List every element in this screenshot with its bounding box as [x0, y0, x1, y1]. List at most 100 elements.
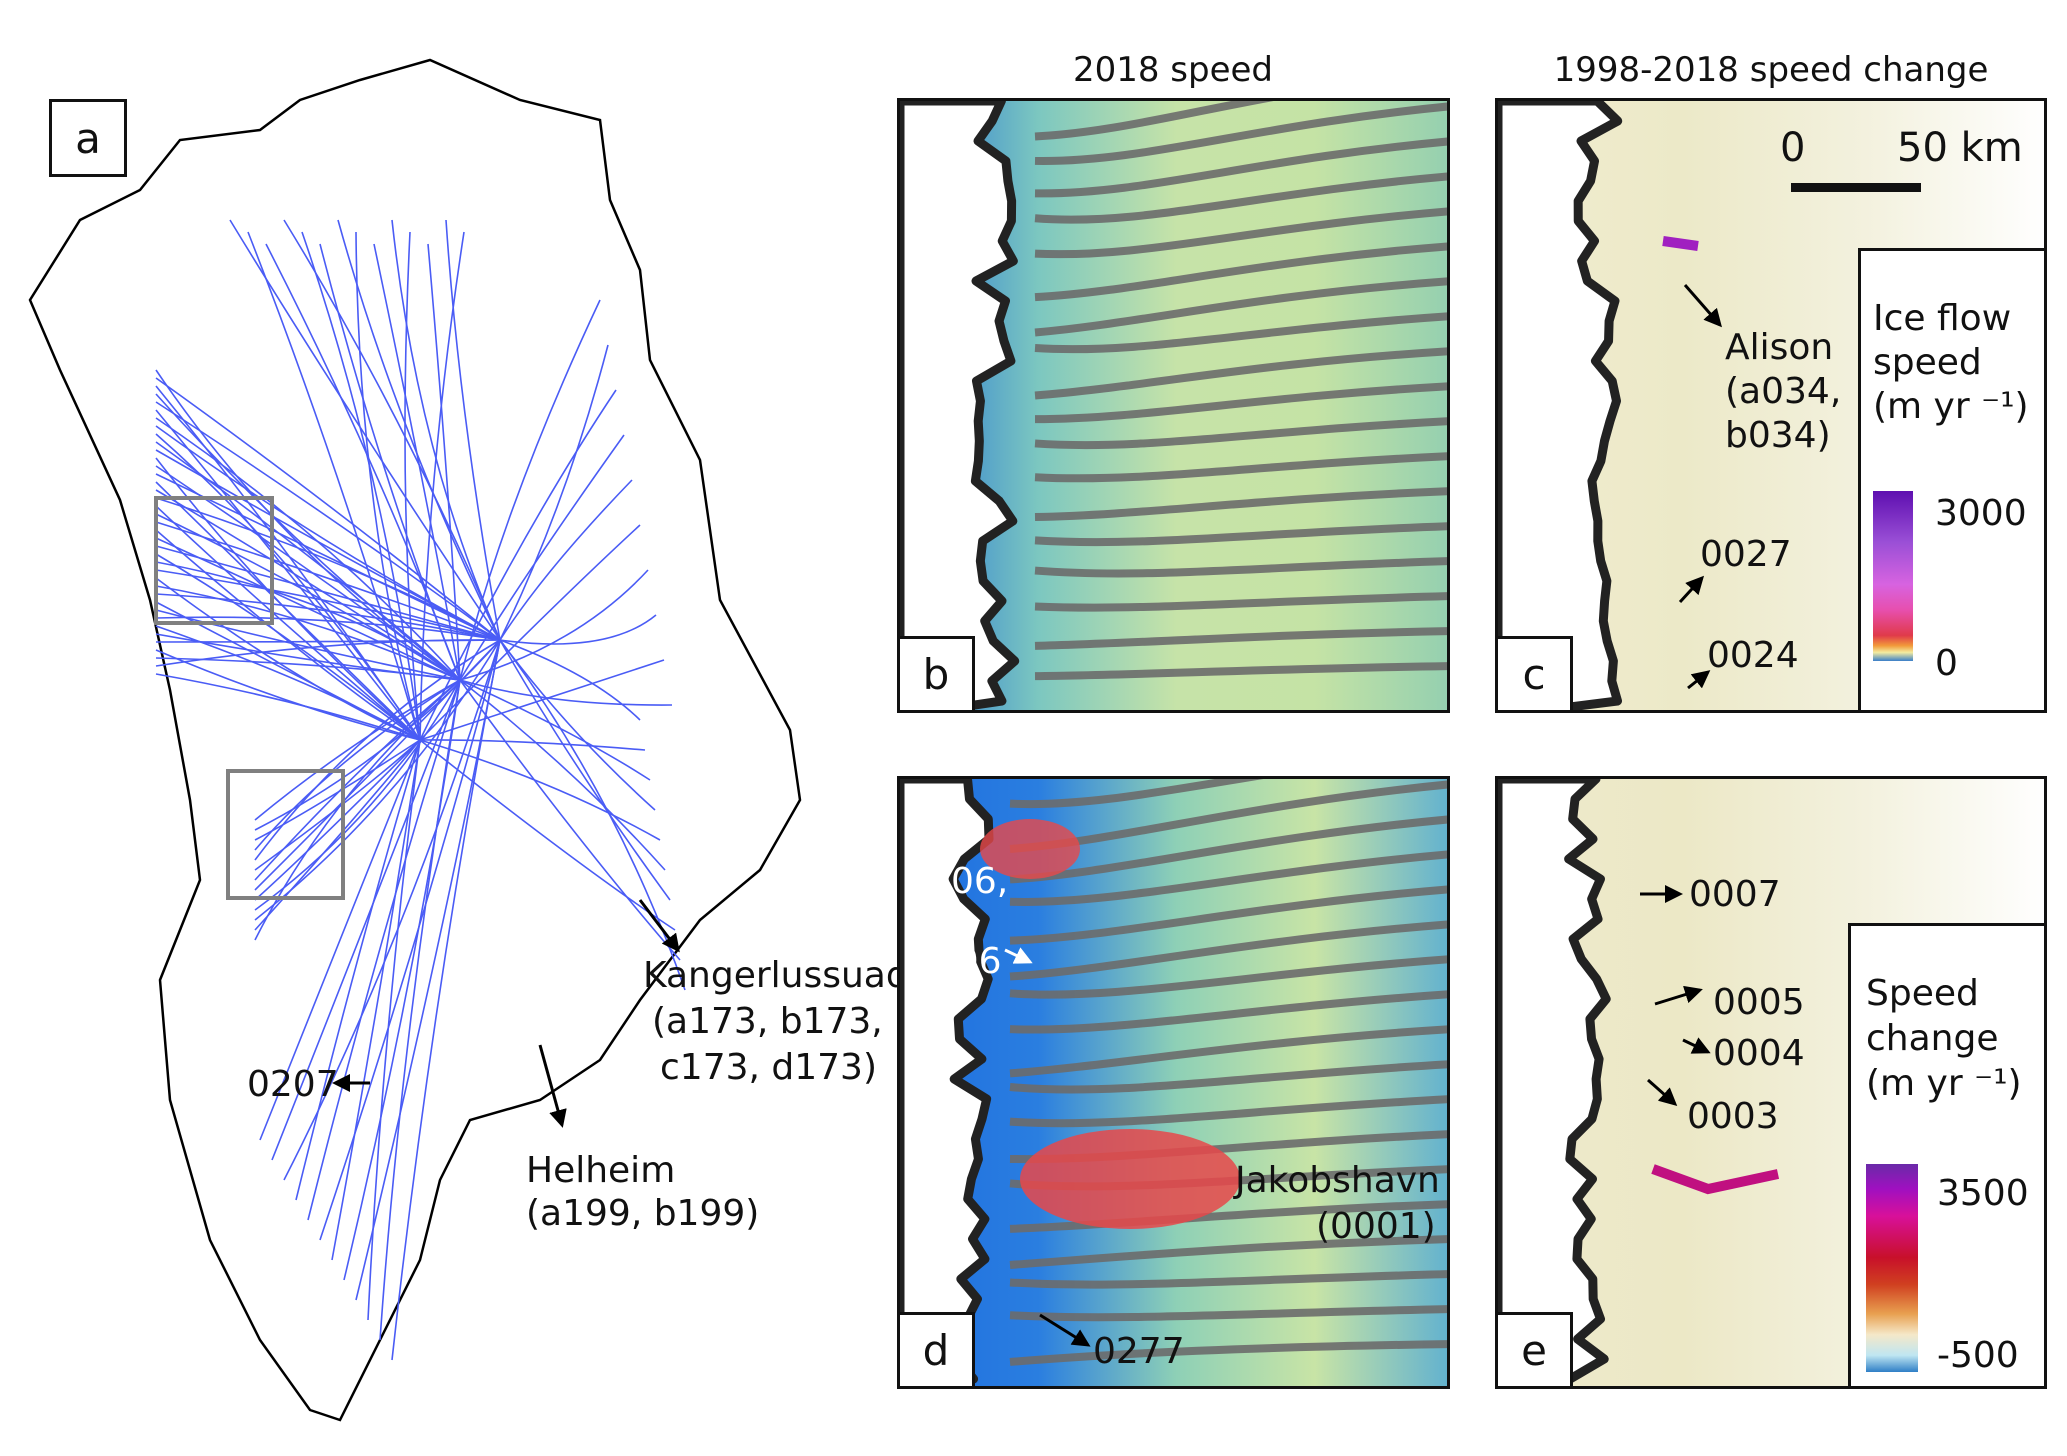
legend-title-line1: Ice flow	[1873, 298, 2012, 339]
flowline	[155, 545, 501, 641]
flowline	[419, 231, 465, 741]
coastline	[1498, 779, 1611, 1386]
speed-change-colorbar	[1866, 1164, 1918, 1372]
helheim-ids: (a199, b199)	[526, 1193, 760, 1234]
flowline	[254, 639, 501, 891]
flowline	[229, 219, 501, 641]
flowline	[295, 739, 421, 1201]
flowline	[1034, 557, 1447, 578]
legend-title-line3: (m yr ⁻¹)	[1873, 386, 2029, 427]
flowline	[499, 639, 641, 721]
inset-box-north	[154, 496, 274, 625]
flowline	[459, 679, 651, 781]
flowline	[1034, 277, 1447, 337]
flowline	[155, 593, 501, 641]
flowline	[373, 243, 461, 681]
flowline	[1009, 850, 1447, 906]
flowline	[1034, 312, 1447, 354]
alison-ids-1: (a034,	[1725, 371, 1842, 412]
flowline	[155, 537, 461, 681]
flowline	[459, 569, 649, 681]
flowline	[419, 524, 641, 741]
glacier-0007-label: 0007	[1689, 874, 1781, 915]
flowline	[1009, 1060, 1447, 1094]
flowline	[1034, 172, 1447, 224]
legend-title-line1: Speed	[1866, 973, 1979, 1014]
flowline	[247, 231, 421, 741]
flowline	[155, 497, 501, 641]
flowline	[343, 679, 461, 1281]
jakobshavn-label: Jakobshavn	[1235, 1160, 1440, 1201]
alison-speedup	[1662, 236, 1699, 251]
flowline	[379, 679, 461, 1341]
flowline	[1034, 101, 1274, 141]
flowline	[1034, 207, 1447, 259]
scale-bar	[1791, 183, 1921, 192]
flowline	[155, 553, 421, 741]
flowline	[155, 521, 501, 641]
flowline	[1009, 920, 1447, 981]
title-speed-change: 1998-2018 speed change	[1553, 50, 1989, 90]
flowline	[1034, 662, 1447, 681]
alison-ids-2: b034)	[1725, 415, 1831, 456]
alison-label: Alison	[1725, 327, 1834, 368]
ice-flow-speed-legend: Ice flow speed (m yr ⁻¹) 3000 0	[1858, 248, 2047, 713]
glacier-0277-label: 0277	[1093, 1331, 1185, 1372]
scale-bar-end: 50 km	[1897, 125, 2023, 171]
speed-map-north	[900, 101, 1447, 710]
panel-a-map	[0, 40, 880, 1456]
colorbar-min-label: -500	[1937, 1335, 2019, 1376]
panel-d-label: d	[897, 1312, 975, 1389]
flowline	[319, 243, 461, 681]
flowline	[419, 739, 661, 841]
b006-label: b006	[910, 941, 1002, 982]
flowline	[155, 577, 421, 741]
kangerlussuaq-ids-2: c173, d173)	[660, 1047, 878, 1088]
glacier-0003-label: 0003	[1687, 1096, 1779, 1137]
flowline	[1009, 885, 1447, 945]
flowline	[155, 649, 421, 741]
flowline	[331, 739, 421, 1261]
flowline	[254, 739, 421, 901]
flowline	[1034, 452, 1447, 483]
flowline	[499, 344, 609, 641]
colorbar-max-label: 3500	[1937, 1173, 2029, 1214]
flowline	[1009, 1095, 1447, 1128]
flowline	[254, 739, 421, 931]
flowline	[427, 243, 461, 681]
flowline	[1034, 242, 1447, 302]
flowline	[1009, 1270, 1447, 1289]
flowline	[391, 219, 501, 641]
flowline	[155, 569, 501, 641]
flowline	[1034, 417, 1447, 450]
glacier-0004-label: 0004	[1713, 1033, 1805, 1074]
flowline	[155, 505, 421, 741]
kangerlussuaq-label: Kangerlussuaq	[643, 955, 909, 996]
flowline	[259, 739, 421, 1141]
flowline	[1009, 815, 1447, 884]
flowline	[155, 561, 461, 681]
flowline	[391, 639, 501, 1361]
flowline	[1034, 522, 1447, 547]
flowline	[1009, 1025, 1447, 1078]
flowline	[499, 614, 657, 645]
flowline	[1034, 627, 1447, 650]
panel-b-label: b	[897, 636, 975, 713]
helheim-label: Helheim	[526, 1150, 676, 1191]
flowline	[1034, 137, 1447, 198]
kangerlussuaq-ids-1: (a173, b173,	[652, 1001, 883, 1042]
flowline	[459, 299, 601, 681]
flowline	[1009, 779, 1264, 809]
legend-title-line3: (m yr ⁻¹)	[1866, 1063, 2022, 1104]
flowline	[155, 401, 501, 641]
flowline	[355, 231, 421, 741]
flowline	[419, 739, 646, 751]
speed-map-south	[900, 779, 1447, 1386]
flowline	[337, 219, 501, 641]
coastline	[900, 779, 994, 1386]
flowline	[367, 739, 421, 1321]
flowline	[1034, 102, 1447, 165]
flowline	[254, 679, 461, 881]
panel-b-speed-map	[897, 98, 1450, 713]
flowline	[1009, 990, 1447, 1034]
